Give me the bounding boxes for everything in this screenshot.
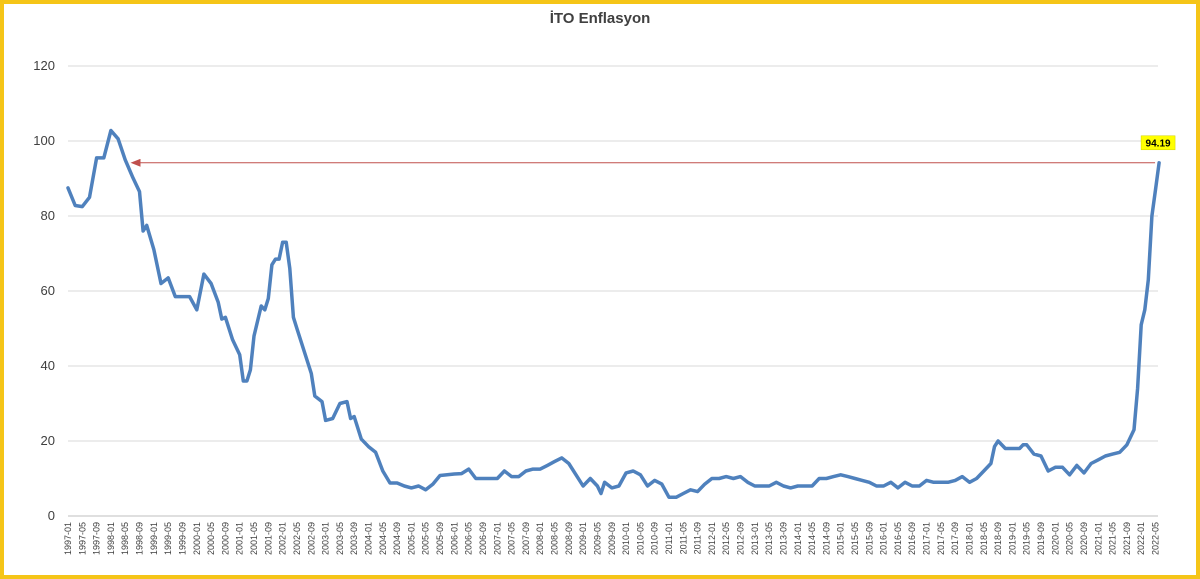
x-tick-label: 2014-09 bbox=[821, 522, 831, 555]
x-tick-label: 2012-05 bbox=[721, 522, 731, 555]
x-tick-label: 1997-05 bbox=[77, 522, 87, 555]
x-tick-label: 2005-01 bbox=[406, 522, 416, 555]
x-tick-label: 2003-05 bbox=[335, 522, 345, 555]
x-tick-label: 2014-05 bbox=[807, 522, 817, 555]
x-tick-label: 2009-05 bbox=[592, 522, 602, 555]
x-tick-label: 2003-01 bbox=[321, 522, 331, 555]
y-tick-label: 120 bbox=[33, 58, 55, 73]
x-tick-label: 2020-09 bbox=[1079, 522, 1089, 555]
x-tick-label: 2021-05 bbox=[1108, 522, 1118, 555]
x-tick-label: 2005-09 bbox=[435, 522, 445, 555]
y-tick-label: 100 bbox=[33, 133, 55, 148]
x-tick-label: 2008-09 bbox=[564, 522, 574, 555]
x-tick-label: 2018-01 bbox=[964, 522, 974, 555]
series-line bbox=[66, 128, 1161, 500]
x-tick-label: 2011-09 bbox=[693, 522, 703, 554]
x-tick-label: 2016-01 bbox=[879, 522, 889, 555]
x-tick-label: 2016-09 bbox=[907, 522, 917, 555]
x-tick-label: 2017-01 bbox=[922, 522, 932, 555]
x-tick-label: 2007-05 bbox=[507, 522, 517, 555]
x-tick-label: 2001-09 bbox=[263, 522, 273, 555]
x-tick-label: 2010-05 bbox=[635, 522, 645, 555]
x-tick-label: 1998-05 bbox=[120, 522, 130, 555]
x-tick-label: 2010-09 bbox=[650, 522, 660, 555]
x-tick-label: 2022-05 bbox=[1151, 522, 1161, 555]
x-tick-label: 2001-01 bbox=[235, 522, 245, 555]
x-tick-label: 2008-05 bbox=[550, 522, 560, 555]
x-tick-label: 2002-05 bbox=[292, 522, 302, 555]
x-tick-label: 2007-01 bbox=[492, 522, 502, 555]
x-tick-label: 1998-01 bbox=[106, 522, 116, 555]
x-tick-label: 2001-05 bbox=[249, 522, 259, 555]
x-tick-label: 2004-05 bbox=[378, 522, 388, 555]
x-tick-label: 2019-09 bbox=[1036, 522, 1046, 555]
x-tick-label: 2018-09 bbox=[993, 522, 1003, 555]
x-tick-label: 1997-01 bbox=[63, 522, 73, 555]
x-tick-label: 2000-01 bbox=[192, 522, 202, 555]
x-tick-label: 2009-01 bbox=[578, 522, 588, 555]
y-tick-label: 40 bbox=[41, 358, 55, 373]
x-tick-label: 2021-09 bbox=[1122, 522, 1132, 555]
x-tick-label: 2012-09 bbox=[736, 522, 746, 555]
x-tick-label: 2013-01 bbox=[750, 522, 760, 555]
value-callout-box bbox=[1140, 135, 1176, 151]
x-tick-label: 2019-01 bbox=[1007, 522, 1017, 555]
x-tick-label: 2015-09 bbox=[864, 522, 874, 555]
y-tick-label: 20 bbox=[41, 433, 55, 448]
x-tick-label: 2017-05 bbox=[936, 522, 946, 555]
x-tick-label: 2004-09 bbox=[392, 522, 402, 555]
x-tick-label: 2007-09 bbox=[521, 522, 531, 555]
x-tick-label: 2006-05 bbox=[464, 522, 474, 555]
x-tick-label: 2006-09 bbox=[478, 522, 488, 555]
x-tick-label: 2008-01 bbox=[535, 522, 545, 555]
x-tick-label: 2012-01 bbox=[707, 522, 717, 555]
x-tick-label: 2013-09 bbox=[778, 522, 788, 555]
x-tick-label: 2002-01 bbox=[278, 522, 288, 555]
y-tick-label: 0 bbox=[48, 508, 55, 523]
x-tick-label: 2014-01 bbox=[793, 522, 803, 555]
x-tick-label: 2003-09 bbox=[349, 522, 359, 555]
value-callout-label: 94.19 bbox=[1146, 138, 1171, 149]
x-tick-label: 2020-01 bbox=[1050, 522, 1060, 555]
x-tick-label: 2018-05 bbox=[979, 522, 989, 555]
x-tick-label: 2009-09 bbox=[607, 522, 617, 555]
x-tick-label: 1999-09 bbox=[177, 522, 187, 555]
x-tick-label: 2020-05 bbox=[1065, 522, 1075, 555]
x-tick-label: 2000-05 bbox=[206, 522, 216, 555]
x-tick-label: 2011-05 bbox=[678, 522, 688, 554]
x-tick-label: 2010-01 bbox=[621, 522, 631, 555]
x-tick-label: 2011-01 bbox=[664, 522, 674, 554]
x-tick-label: 2004-01 bbox=[363, 522, 373, 555]
x-tick-label: 2021-01 bbox=[1093, 522, 1103, 555]
x-tick-label: 2019-05 bbox=[1022, 522, 1032, 555]
y-tick-label: 80 bbox=[41, 208, 55, 223]
chart-title: İTO Enflasyon bbox=[549, 10, 651, 27]
x-tick-label: 2022-01 bbox=[1136, 522, 1146, 555]
x-tick-label: 2015-01 bbox=[836, 522, 846, 555]
x-tick-label: 1998-09 bbox=[135, 522, 145, 555]
x-tick-label: 2002-09 bbox=[306, 522, 316, 555]
x-tick-label: 2005-05 bbox=[421, 522, 431, 555]
y-tick-label: 60 bbox=[41, 283, 55, 298]
x-tick-label: 2015-05 bbox=[850, 522, 860, 555]
x-tick-label: 1997-09 bbox=[92, 522, 102, 555]
x-tick-label: 2006-01 bbox=[449, 522, 459, 555]
x-tick-label: 2016-05 bbox=[893, 522, 903, 555]
x-tick-label: 1999-01 bbox=[149, 522, 159, 555]
x-tick-label: 2013-05 bbox=[764, 522, 774, 555]
x-tick-label: 2000-09 bbox=[220, 522, 230, 555]
x-tick-label: 1999-05 bbox=[163, 522, 173, 555]
x-tick-label: 2017-09 bbox=[950, 522, 960, 555]
